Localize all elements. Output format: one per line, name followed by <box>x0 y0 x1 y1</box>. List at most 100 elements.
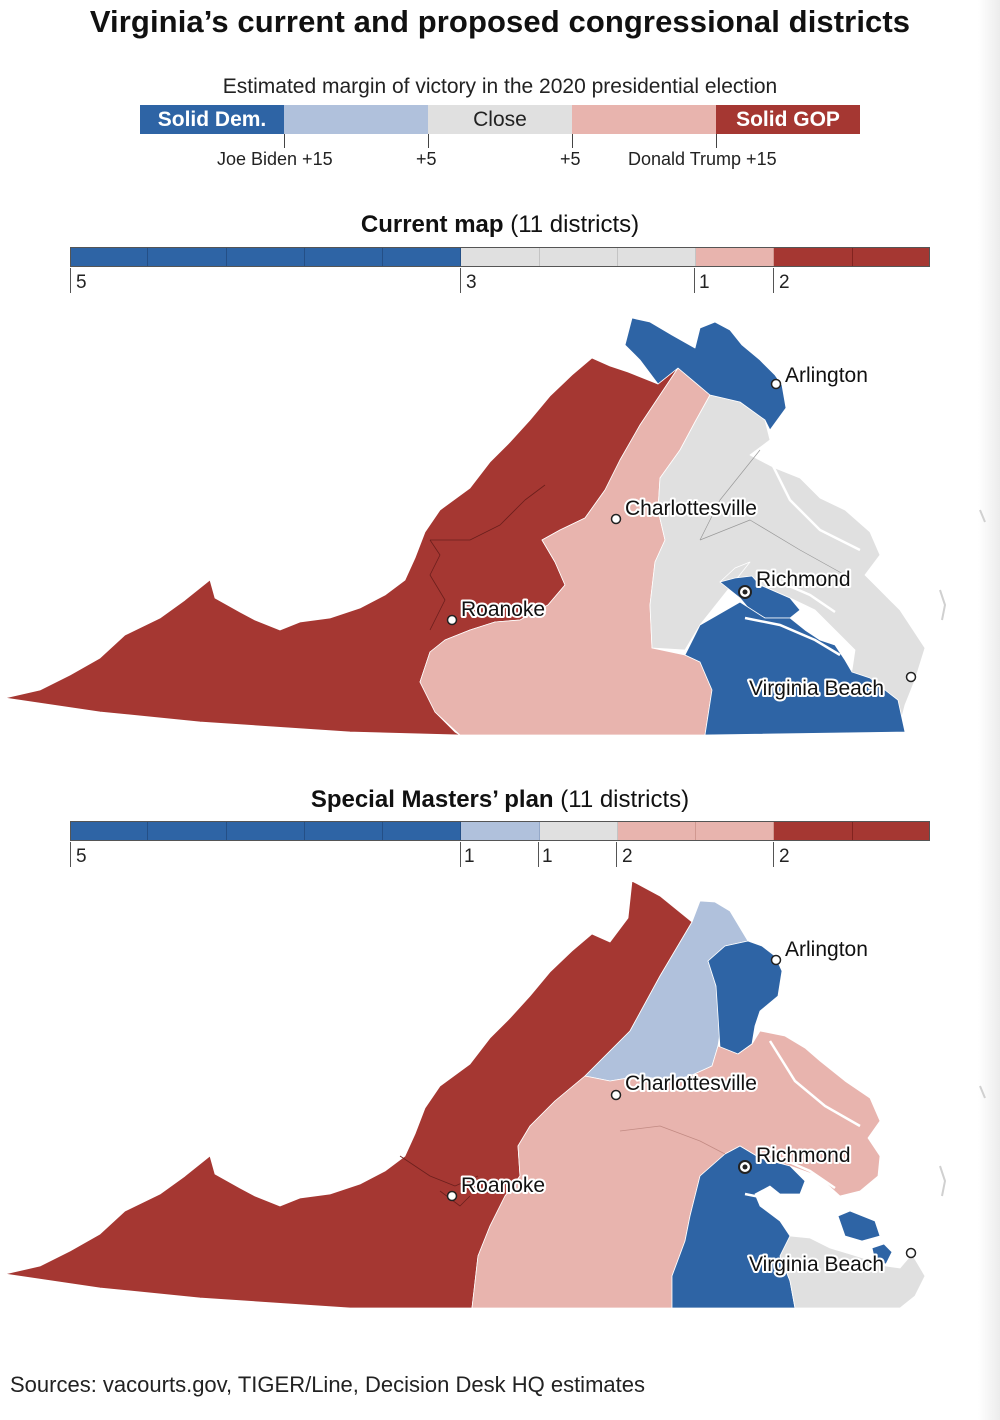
page-edge-shadow <box>978 0 1000 1420</box>
proposed-count-solid-dem: 5 <box>76 846 87 867</box>
proposed-count-tick <box>70 842 71 867</box>
current-district-cell <box>226 247 305 267</box>
current-city-label-charlottesville: Charlottesville <box>625 497 757 520</box>
proposed-city-label-charlottesville: Charlottesville <box>625 1072 757 1095</box>
current-city-dot-virginia-beach <box>905 671 917 683</box>
current-map-river <box>779 580 836 614</box>
current-count-tick <box>460 268 461 293</box>
proposed-district-lean-gop <box>471 1030 881 1309</box>
current-city-label-arlington: Arlington <box>785 364 868 387</box>
legend-lean-dem <box>284 105 428 134</box>
current-district-cell <box>461 247 540 267</box>
proposed-district-solid-dem-vb <box>837 1210 881 1242</box>
proposed-district-boundary-line <box>399 1155 479 1187</box>
current-district-boundary-line <box>699 519 846 576</box>
legend-tick-d5 <box>428 134 429 148</box>
legend-tick-biden15 <box>284 134 285 148</box>
proposed-map-title: Special Masters’ plan (11 districts) <box>0 786 1000 814</box>
proposed-district-cell <box>539 821 618 841</box>
proposed-district-solid-dem-vb-2 <box>871 1243 893 1265</box>
current-district-cell <box>304 247 384 267</box>
current-count-solid-dem: 5 <box>76 272 87 293</box>
legend-tick-trump15 <box>716 134 717 148</box>
proposed-city-dot-arlington <box>770 954 782 966</box>
legend-label-trump15: Donald Trump +15 <box>628 149 777 169</box>
proposed-city-label-virginia-beach: Virginia Beach <box>749 1253 884 1276</box>
current-district-boundary-line <box>430 484 546 541</box>
current-district-cell <box>617 247 697 267</box>
legend-caption: Estimated margin of victory in the 2020 … <box>222 75 778 98</box>
current-count-tick <box>773 268 774 293</box>
current-district-boundary-line <box>429 539 446 631</box>
current-city-dot-arlington <box>770 378 782 390</box>
proposed-city-dot-richmond-center <box>742 1164 748 1170</box>
proposed-city-label-arlington: Arlington <box>785 938 868 961</box>
proposed-district-cell <box>226 821 305 841</box>
current-city-label-virginia-beach: Virginia Beach <box>749 677 884 700</box>
proposed-district-cell <box>461 821 540 841</box>
legend-label-biden15: Joe Biden +15 <box>217 149 333 169</box>
proposed-district-boundary-line <box>619 1125 726 1155</box>
current-district-cell <box>70 247 149 267</box>
current-map-title-bold: Current map <box>360 211 504 238</box>
current-map-title: Current map (11 districts) <box>0 211 1000 239</box>
legend-label-r5: +5 <box>560 149 581 169</box>
current-city-dot-roanoke <box>446 614 458 626</box>
current-district-cell <box>852 247 930 267</box>
current-map-river <box>744 616 841 657</box>
current-count-solid-gop: 2 <box>779 272 790 293</box>
current-city-dot-richmond-center <box>742 589 748 595</box>
proposed-district-cell <box>696 821 775 841</box>
proposed-district-cell <box>148 821 227 841</box>
proposed-district-cell <box>617 821 697 841</box>
proposed-city-label-roanoke: Roanoke <box>461 1174 545 1197</box>
proposed-district-cell <box>304 821 384 841</box>
proposed-count-tick <box>616 842 617 867</box>
current-district-solid-dem-nova <box>624 317 787 431</box>
current-city-label-richmond: Richmond <box>756 568 851 591</box>
proposed-district-boundary-line <box>439 1190 471 1207</box>
current-map-island <box>979 509 986 523</box>
source-note: Sources: vacourts.gov, TIGER/Line, Decis… <box>10 1372 645 1397</box>
proposed-district-bar <box>70 821 930 841</box>
current-map-island <box>939 589 947 621</box>
proposed-district-solid-dem-nova <box>707 940 783 1055</box>
proposed-count-tick <box>538 842 539 867</box>
current-count-tick <box>694 268 695 293</box>
proposed-city-dot-virginia-beach <box>905 1247 917 1259</box>
current-district-cell <box>148 247 227 267</box>
proposed-count-solid-gop: 2 <box>779 846 790 867</box>
current-count-lean-gop: 1 <box>699 272 710 293</box>
legend-solid-gop: Solid GOP <box>716 105 860 134</box>
proposed-count-lean-dem: 1 <box>464 846 475 867</box>
current-count-tick <box>70 268 71 293</box>
proposed-district-cell <box>852 821 930 841</box>
legend-lean-gop <box>572 105 716 134</box>
proposed-map-island <box>979 1085 986 1099</box>
current-district-solid-dem-hampton <box>684 601 906 736</box>
proposed-count-lean-gop: 2 <box>622 846 633 867</box>
proposed-count-tick <box>773 842 774 867</box>
current-district-bar <box>70 247 930 267</box>
proposed-map-river <box>768 1040 861 1128</box>
proposed-count-close: 1 <box>542 846 553 867</box>
proposed-count-tick <box>460 842 461 867</box>
proposed-city-dot-charlottesville <box>610 1089 622 1101</box>
proposed-district-cell <box>70 821 149 841</box>
legend-bar: Solid Dem. Close Solid GOP <box>140 105 860 134</box>
proposed-city-dot-roanoke <box>446 1190 458 1202</box>
current-district-cell <box>696 247 775 267</box>
proposed-district-cell <box>383 821 462 841</box>
current-map-title-rest: (11 districts) <box>503 211 640 238</box>
proposed-city-label-richmond: Richmond <box>756 1144 851 1167</box>
current-district-boundary-line <box>699 449 761 541</box>
legend-solid-dem: Solid Dem. <box>140 105 284 134</box>
current-district-cell <box>383 247 462 267</box>
proposed-district-map: Arlington Charlottesville Richmond Roano… <box>4 880 986 1309</box>
current-city-dot-charlottesville <box>610 513 622 525</box>
page-title: Virginia’s current and proposed congress… <box>89 4 911 39</box>
current-map-river <box>768 459 861 552</box>
current-count-close: 3 <box>466 272 477 293</box>
legend-label-d5: +5 <box>416 149 437 169</box>
proposed-map-title-rest: (11 districts) <box>553 786 690 813</box>
